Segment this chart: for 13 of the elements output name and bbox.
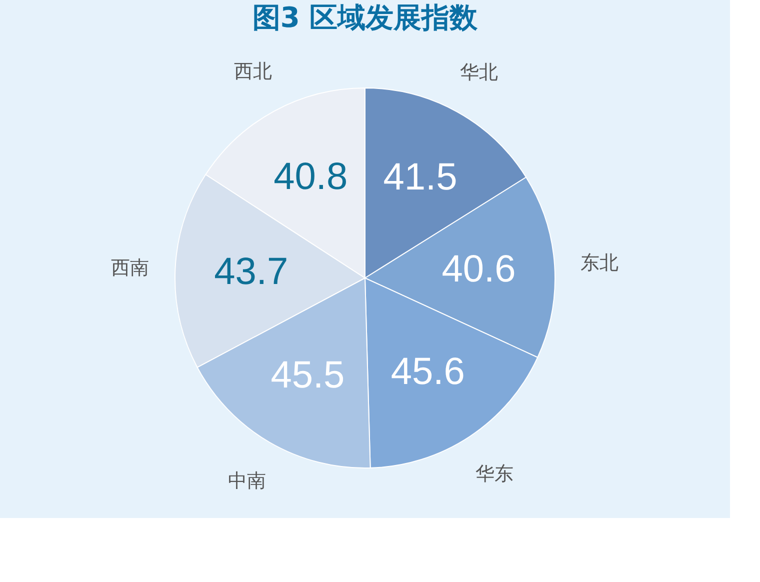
data-label: 40.8 bbox=[274, 156, 348, 198]
data-label: 45.6 bbox=[390, 351, 465, 394]
data-label: 41.5 bbox=[383, 156, 458, 198]
data-label: 40.6 bbox=[442, 248, 516, 291]
data-label: 45.5 bbox=[270, 354, 345, 397]
slice-label: 华北 bbox=[460, 61, 498, 84]
chart-title: 图3 区域发展指数 bbox=[252, 1, 479, 34]
slice-label: 西南 bbox=[111, 256, 150, 279]
data-label: 43.7 bbox=[214, 251, 288, 294]
slice-label: 东北 bbox=[580, 252, 619, 274]
slice-label: 中南 bbox=[228, 470, 266, 492]
slice-label: 西北 bbox=[234, 60, 272, 82]
slice-label: 华东 bbox=[476, 463, 514, 486]
